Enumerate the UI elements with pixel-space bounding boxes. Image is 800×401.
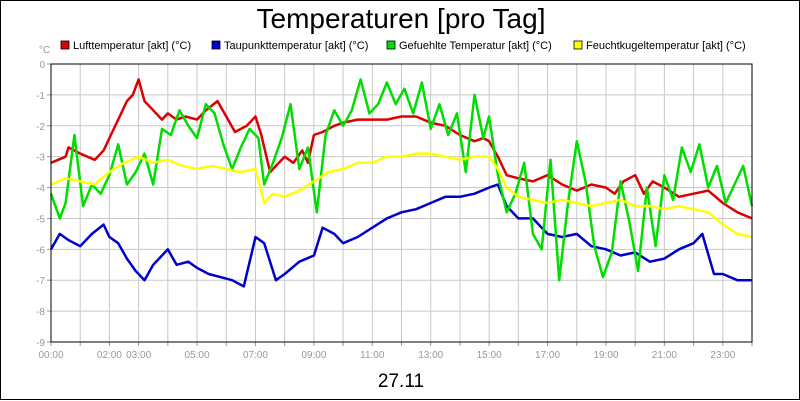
y-tick-label: -8 (36, 307, 45, 318)
series-line-4 (50, 152, 753, 239)
x-tick-label: 23:00 (710, 350, 735, 361)
series-line-2 (49, 183, 752, 288)
legend-swatch (386, 40, 396, 50)
legend-item: Feuchtkugeltemperatur [akt] (°C) (573, 40, 746, 52)
legend-label: Taupunkttemperatur [akt] (°C) (224, 40, 368, 52)
x-axis-ticks: 00:00 02:00 03:00 05:00 07:00 09:00 11:00 13:00… (38, 342, 753, 361)
x-tick-label: 19:00 (593, 350, 618, 361)
y-tick-label: 0 (39, 60, 45, 71)
legend-swatch (60, 40, 70, 50)
grid (50, 63, 753, 343)
y-tick-label: -1 (36, 91, 45, 102)
x-tick-label: 09:00 (301, 350, 326, 361)
y-tick-label: -7 (36, 276, 45, 287)
x-tick-label: 00:00 (38, 350, 63, 361)
x-tick-label: 13:00 (418, 350, 443, 361)
chart-title: Temperaturen [pro Tag] (257, 3, 546, 34)
legend-label: Feuchtkugeltemperatur [akt] (°C) (586, 40, 746, 52)
date-label: 27.11 (378, 371, 424, 392)
x-tick-label: 15:00 (477, 350, 502, 361)
plot-area-border (50, 63, 753, 343)
legend: Lufttemperatur [akt] (°C) Taupunkttempera… (60, 40, 746, 52)
y-axis-ticks: 0 -1 -2 -3 -4 -5 -6 -7 -8 -9 (36, 60, 51, 349)
x-tick-label: 05:00 (185, 350, 210, 361)
x-tick-label: 07:00 (243, 350, 268, 361)
y-tick-label: -3 (36, 153, 45, 164)
x-tick-label: 17:00 (535, 350, 560, 361)
x-tick-label: 11:00 (360, 350, 385, 361)
series-line-3 (49, 78, 754, 282)
x-tick-label: 03:00 (126, 350, 151, 361)
legend-item: Lufttemperatur [akt] (°C) (60, 40, 191, 52)
x-tick-label: 21:00 (652, 350, 677, 361)
y-tick-label: -6 (36, 245, 45, 256)
x-tick-label: 02:00 (97, 350, 122, 361)
series-lines (49, 78, 754, 288)
legend-swatch (211, 40, 221, 50)
y-tick-label: -2 (36, 122, 45, 133)
y-unit-label: °C (39, 45, 50, 56)
legend-swatch (573, 40, 583, 50)
y-tick-label: -4 (36, 184, 45, 195)
y-tick-label: -9 (36, 338, 45, 349)
legend-item: Taupunkttemperatur [akt] (°C) (211, 40, 368, 52)
legend-label: Lufttemperatur [akt] (°C) (73, 40, 191, 52)
y-tick-label: -5 (36, 214, 45, 225)
legend-label: Gefuehlte Temperatur [akt] (°C) (399, 40, 552, 52)
series-line-1 (50, 78, 753, 220)
legend-item: Gefuehlte Temperatur [akt] (°C) (386, 40, 552, 52)
